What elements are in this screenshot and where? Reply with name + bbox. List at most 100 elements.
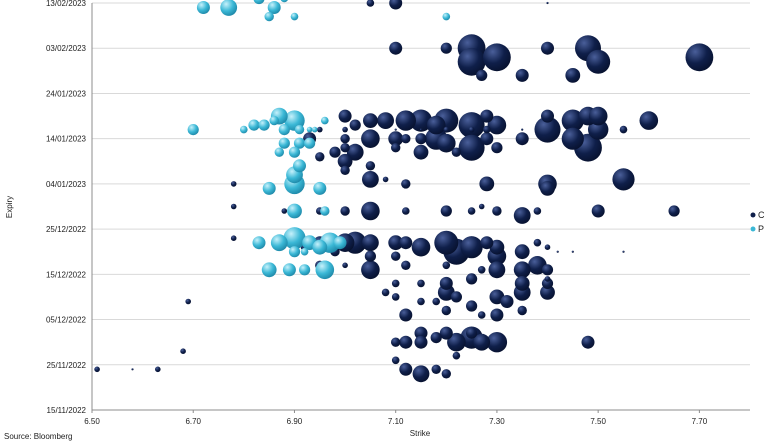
bubble-c: [391, 356, 400, 365]
bubble-c: [476, 69, 488, 81]
bubble-c: [391, 143, 401, 153]
bubble-c: [377, 112, 394, 129]
bubble-c: [556, 250, 559, 253]
y-tick-label: 13/02/2023: [46, 0, 87, 8]
x-tick-label: 7.30: [489, 417, 505, 426]
bubble-c: [477, 266, 486, 274]
bubble-p: [258, 119, 270, 131]
bubble-p: [312, 239, 328, 255]
bubble-c: [541, 277, 554, 289]
bubble-c: [389, 41, 403, 55]
bubble-c: [362, 234, 379, 252]
bubble-c: [443, 126, 450, 133]
bubble-c: [362, 171, 379, 188]
bubble-c: [365, 161, 376, 171]
bubble-c: [388, 235, 404, 251]
x-tick-label: 7.10: [388, 417, 404, 426]
bubble-c: [490, 308, 504, 322]
bubble-p: [321, 116, 329, 125]
bubble-c: [411, 237, 431, 257]
bubble-c: [361, 260, 380, 280]
bubble-c: [340, 143, 350, 153]
x-tick-label: 6.50: [84, 417, 100, 426]
bubble-p: [299, 264, 311, 276]
bubble-p: [187, 124, 199, 136]
bubble-c: [338, 109, 352, 123]
bubble-p: [274, 147, 284, 157]
bubble-c: [450, 291, 462, 303]
bubble-p: [270, 234, 288, 252]
bubble-c: [473, 333, 491, 351]
y-tick-labels: 15/11/2022 25/11/2022 05/12/2022 15/12/2022…: [46, 0, 87, 415]
legend-label-p: P: [758, 224, 764, 234]
bubble-c: [431, 364, 441, 374]
bubble-c: [361, 201, 380, 221]
bubble-c: [230, 235, 237, 241]
bubble-p: [293, 137, 306, 149]
bubble-c: [230, 203, 237, 210]
bubble-p: [253, 0, 265, 5]
bubble-c: [544, 276, 551, 282]
bubble-c: [483, 125, 491, 134]
bubble-p: [282, 263, 296, 277]
bubble-c: [442, 261, 451, 270]
bubble-p: [252, 236, 266, 250]
bubble-c: [612, 168, 635, 191]
bubble-c: [515, 68, 529, 82]
bubble-c: [492, 206, 502, 216]
bubble-c: [94, 366, 100, 373]
bubble-c: [514, 276, 530, 291]
bubble-c: [466, 300, 478, 312]
bubble-c: [479, 176, 495, 192]
y-tick-label: 04/01/2023: [46, 180, 87, 189]
bubble-c: [491, 142, 503, 154]
bubble-c: [513, 261, 531, 279]
bubble-c: [581, 335, 595, 349]
bubbles: [94, 0, 714, 383]
bubble-c: [480, 236, 494, 250]
bubble-c: [540, 181, 555, 196]
bubble-c: [409, 109, 433, 132]
bubble-c: [414, 335, 428, 349]
bubble-c: [342, 262, 348, 269]
bubble-c: [571, 250, 574, 253]
bubble-p: [278, 137, 290, 149]
bubble-c: [480, 132, 494, 146]
bubble-c: [402, 207, 410, 215]
bubble-p: [313, 181, 327, 195]
bubble-c: [412, 365, 430, 383]
bubble-c: [399, 362, 413, 376]
bubble-c: [230, 181, 237, 187]
bubble-c: [565, 68, 581, 83]
y-tick-label: 24/01/2023: [46, 89, 87, 98]
bubble-c: [340, 206, 350, 216]
bubble-c: [466, 327, 478, 339]
bubble-c: [388, 131, 404, 147]
bubble-p: [283, 227, 306, 250]
bubble-p: [300, 247, 309, 256]
bubble-c: [434, 230, 459, 255]
bubble-c: [340, 165, 350, 175]
y-tick-label: 05/12/2022: [46, 316, 87, 325]
bubble-c: [430, 332, 442, 344]
bubble-c: [363, 113, 378, 128]
bubble-p: [269, 115, 279, 126]
bubble-c: [561, 109, 584, 132]
bubble-c: [180, 348, 186, 355]
bubble-p: [248, 119, 260, 131]
bubble-c: [391, 279, 400, 288]
bubble-c: [401, 134, 411, 144]
bubble-c: [441, 305, 451, 316]
x-tick-label: 6.90: [287, 417, 303, 426]
bubble-c: [394, 128, 397, 131]
legend-marker-p: [750, 226, 756, 232]
y-tick-label: 25/12/2022: [46, 225, 87, 234]
bubble-c: [401, 260, 411, 270]
bubble-c: [588, 119, 609, 140]
bubble-c: [477, 311, 486, 319]
source-note: Source: Bloomberg: [4, 432, 73, 441]
bubble-c: [458, 112, 485, 139]
bubble-c: [487, 115, 507, 135]
bubble-c: [533, 207, 542, 215]
bubble-c: [533, 238, 542, 247]
